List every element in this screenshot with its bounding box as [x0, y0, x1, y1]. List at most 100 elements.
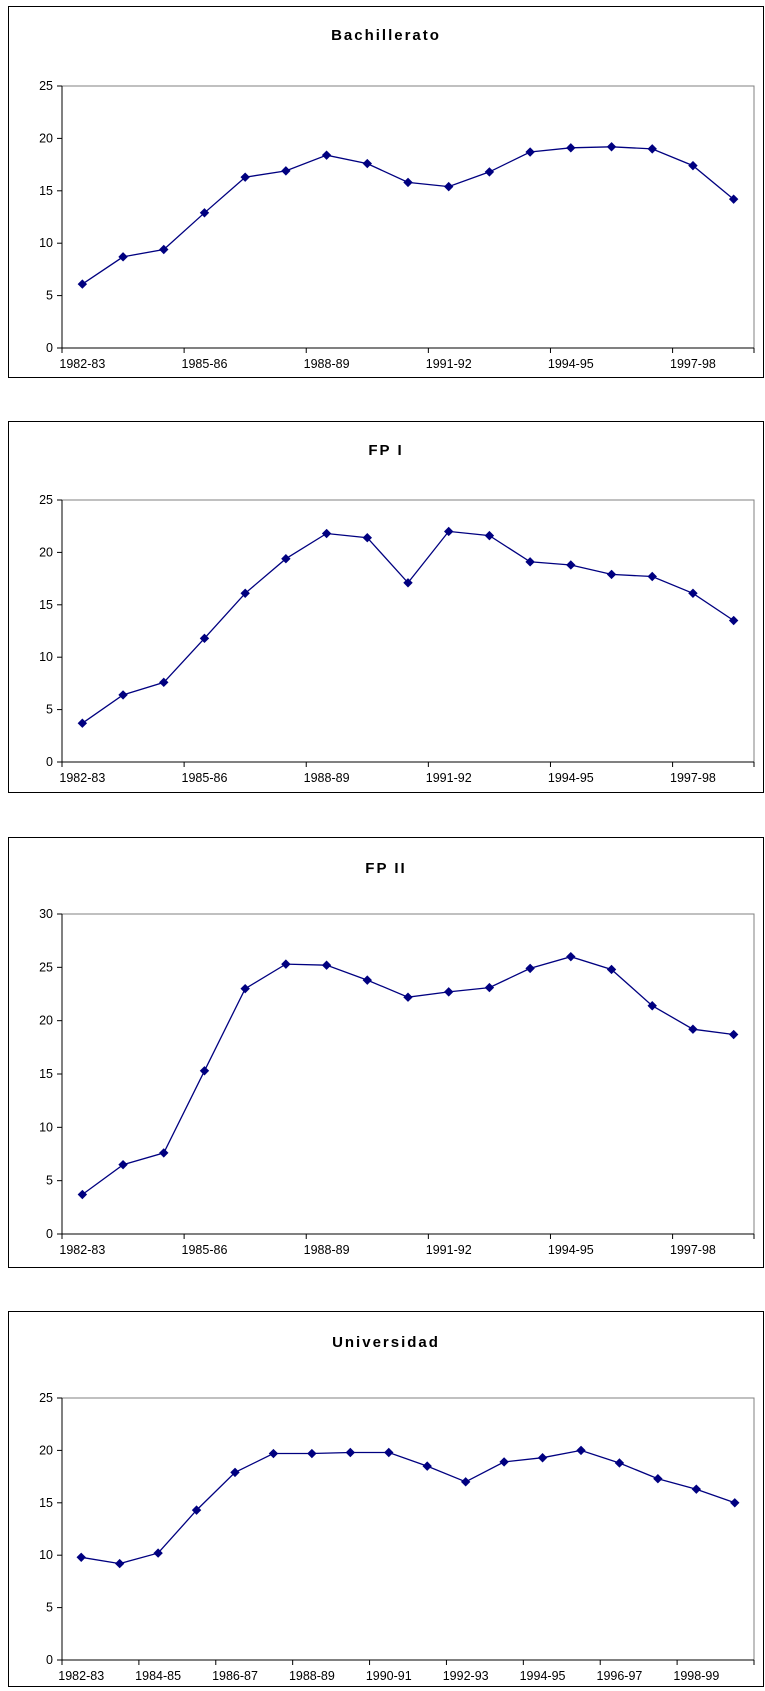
chart-title: Universidad — [332, 1334, 440, 1351]
data-point — [199, 1066, 210, 1076]
chart-plot: 0 5 10 15 20 25 30 1982-83 1985-86 1988-89 1991-92… — [39, 907, 755, 1257]
chart-plot: 0 5 10 15 20 25 1982-83 1984-85 1986-87 1988-89 19… — [39, 1391, 755, 1683]
data-point — [443, 526, 454, 537]
data-point — [118, 252, 128, 262]
y-tick-label: 10 — [39, 236, 53, 250]
y-tick-label: 0 — [46, 755, 53, 769]
data-point — [281, 553, 291, 564]
x-tick-label: 1988-89 — [304, 1243, 350, 1257]
x-tick-label: 1994-95 — [548, 357, 594, 371]
data-point — [606, 964, 617, 975]
x-tick-label: 1997-98 — [670, 1243, 716, 1257]
chart-title: FP II — [365, 860, 407, 877]
x-tick-label: 1994-95 — [548, 1243, 594, 1257]
data-point — [77, 279, 88, 289]
x-tick-label: 1985-86 — [182, 771, 228, 785]
data-point — [566, 143, 576, 153]
data-point — [403, 177, 413, 188]
series-line — [82, 956, 734, 1196]
data-point — [362, 158, 373, 169]
x-tick-label: 1994-95 — [548, 771, 594, 785]
data-point — [566, 951, 576, 962]
data-point — [362, 533, 373, 543]
data-point — [240, 172, 250, 182]
data-point — [321, 150, 332, 160]
x-tick-label: 1988-89 — [304, 771, 350, 785]
plot-area — [61, 499, 755, 763]
x-tick-label: 1991-92 — [426, 357, 472, 371]
y-tick-label: 5 — [46, 703, 53, 717]
chart-title: FP I — [368, 442, 404, 459]
y-tick-label: 15 — [39, 1496, 53, 1510]
data-point — [525, 147, 535, 157]
y-tick-label: 30 — [39, 907, 53, 921]
x-tick-label: 1998-99 — [673, 1669, 719, 1683]
y-tick-label: 10 — [39, 1548, 53, 1562]
data-point — [484, 982, 495, 993]
y-tick-label: 20 — [39, 1014, 53, 1028]
x-tick-label: 1991-92 — [426, 771, 472, 785]
data-point — [230, 1467, 240, 1478]
x-tick-label: 1994-95 — [520, 1669, 566, 1683]
data-point — [268, 1448, 279, 1459]
data-point — [647, 144, 657, 154]
data-point — [345, 1447, 356, 1458]
y-tick-label: 25 — [39, 1391, 53, 1405]
x-tick-label: 1988-89 — [289, 1669, 335, 1683]
data-point — [76, 1552, 86, 1563]
x-tick-label: 1986-87 — [212, 1669, 258, 1683]
data-point — [566, 560, 576, 570]
data-point — [77, 718, 88, 728]
y-tick-label: 0 — [46, 1653, 53, 1667]
data-point — [443, 181, 454, 192]
data-point — [499, 1457, 509, 1467]
x-tick-label: 1988-89 — [304, 357, 350, 371]
data-point — [688, 160, 698, 171]
x-tick-label: 1982-83 — [58, 1669, 104, 1683]
chart-panel-fp-i: FP I 0 5 10 15 20 25 1982-83 1985-86 1988-89 1991… — [8, 421, 764, 793]
x-tick-label: 1996-97 — [597, 1669, 643, 1683]
data-point — [653, 1473, 663, 1484]
y-tick-label: 20 — [39, 131, 53, 145]
data-point — [422, 1461, 432, 1471]
y-tick-label: 5 — [46, 1601, 53, 1615]
data-point — [443, 987, 454, 997]
data-point — [159, 244, 169, 255]
data-point — [240, 983, 250, 994]
data-point — [606, 142, 617, 152]
data-point — [484, 167, 495, 177]
chart-title: Bachillerato — [331, 27, 441, 44]
data-point — [114, 1558, 125, 1569]
data-point — [730, 1498, 740, 1508]
series-line — [82, 530, 734, 724]
data-point — [153, 1548, 163, 1558]
x-tick-label: 1982-83 — [59, 1243, 105, 1257]
y-tick-label: 20 — [39, 545, 53, 559]
data-point — [159, 677, 169, 688]
y-tick-label: 15 — [39, 598, 53, 612]
y-tick-label: 5 — [46, 1174, 53, 1188]
data-point — [728, 194, 739, 204]
data-point — [321, 960, 332, 970]
data-point — [321, 528, 332, 539]
series-line — [82, 146, 735, 285]
data-point — [525, 557, 535, 567]
data-point — [576, 1445, 586, 1456]
data-point — [362, 975, 373, 985]
data-point — [281, 166, 291, 176]
data-point — [118, 1159, 128, 1170]
y-tick-label: 10 — [39, 1120, 53, 1134]
x-tick-label: 1982-83 — [59, 771, 105, 785]
y-tick-label: 25 — [39, 960, 53, 974]
data-point — [77, 1189, 88, 1200]
data-point — [691, 1484, 702, 1494]
x-tick-label: 1997-98 — [670, 357, 716, 371]
data-point — [159, 1148, 169, 1158]
series-line — [81, 1449, 736, 1565]
data-point — [307, 1448, 317, 1459]
chart-panel-universidad: Universidad 0 5 10 15 20 25 1982-83 1984-85 1986… — [8, 1311, 764, 1687]
x-tick-label: 1991-92 — [426, 1243, 472, 1257]
data-point — [199, 633, 210, 644]
data-point — [647, 1001, 657, 1011]
data-point — [537, 1453, 548, 1463]
